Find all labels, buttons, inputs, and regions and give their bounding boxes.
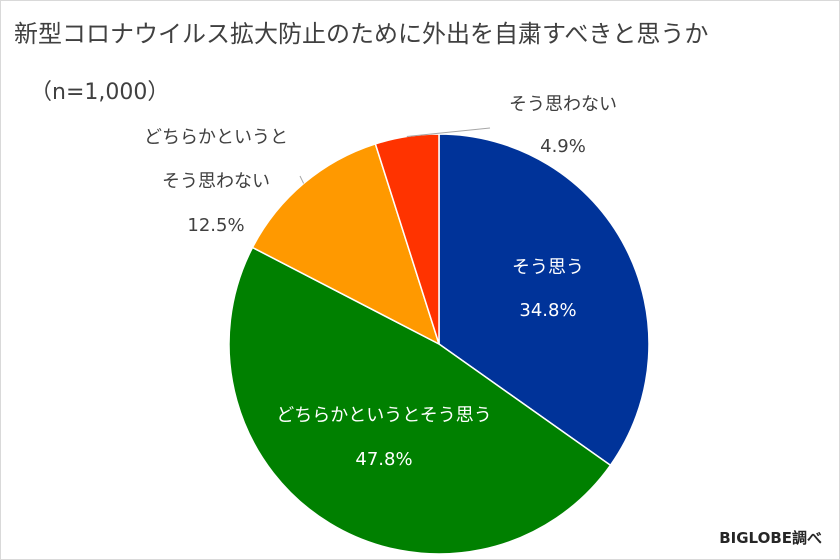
pie-labels: そう思う34.8%どちらかというとそう思う47.8%どちらかというとそう思わない… <box>144 94 617 470</box>
pie-value-3: 4.9% <box>540 136 586 157</box>
leader-line-2 <box>299 175 305 184</box>
pie-slice-1 <box>228 246 612 555</box>
pie-value-0: 34.8% <box>519 300 576 321</box>
pie-label-2-line-0: どちらかというと <box>144 127 288 148</box>
pie-value-1: 47.8% <box>355 449 412 470</box>
pie-label-0: そう思う <box>512 257 584 278</box>
pie-value-2: 12.5% <box>187 215 244 236</box>
pie-label-1: どちらかというとそう思う <box>276 405 491 426</box>
chart-subtitle: （n=1,000） <box>30 80 170 105</box>
leader-line-3 <box>406 127 491 137</box>
pie-slice-0 <box>438 133 650 467</box>
pie-label-3: そう思わない <box>509 94 617 115</box>
pie-label-2-line-1: そう思わない <box>162 171 270 192</box>
pie-slices <box>228 133 650 555</box>
source-credit: BIGLOBE調べ <box>719 529 822 547</box>
chart-title: 新型コロナウイルス拡大防止のために外出を自粛すべきと思うか <box>14 20 709 48</box>
